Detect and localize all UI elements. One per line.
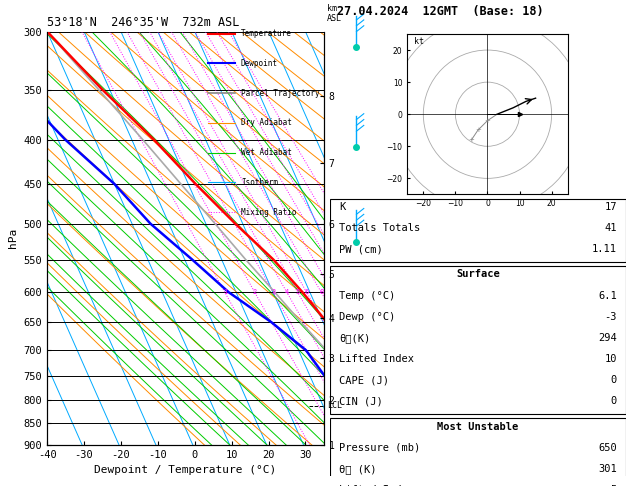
Text: Temp (°C): Temp (°C) [339,291,396,301]
Bar [330,266,626,414]
Bar [330,418,626,486]
Text: 41: 41 [604,223,617,233]
Text: kt: kt [414,36,424,46]
Text: 5: 5 [296,289,300,295]
Bar [330,199,626,262]
Text: +: + [484,118,491,123]
Text: Lifted Index: Lifted Index [339,354,414,364]
Text: Pressure (mb): Pressure (mb) [339,443,420,453]
Text: θᴇ (K): θᴇ (K) [339,464,377,474]
Text: PW (cm): PW (cm) [339,244,383,254]
Text: Dewpoint: Dewpoint [241,59,278,68]
Text: 1: 1 [223,289,227,295]
Text: 6: 6 [304,289,309,295]
Text: Most Unstable: Most Unstable [437,422,519,432]
Text: Surface: Surface [456,269,500,279]
Y-axis label: hPa: hPa [8,228,18,248]
Text: Temperature: Temperature [241,29,292,38]
Text: 650: 650 [598,443,617,453]
Text: 4: 4 [285,289,289,295]
Text: 6.1: 6.1 [598,291,617,301]
Text: +: + [475,127,481,133]
Text: 0: 0 [611,375,617,385]
Text: 27.04.2024  12GMT  (Base: 18): 27.04.2024 12GMT (Base: 18) [337,5,543,18]
Text: Mixing Ratio: Mixing Ratio [241,208,296,217]
Text: Lifted Index: Lifted Index [339,485,414,486]
Text: 53°18'N  246°35'W  732m ASL: 53°18'N 246°35'W 732m ASL [47,16,240,29]
Text: Isotherm: Isotherm [241,178,278,187]
Text: 10: 10 [604,354,617,364]
Text: LCL: LCL [326,401,342,411]
Text: -3: -3 [604,312,617,322]
Text: Totals Totals: Totals Totals [339,223,420,233]
Text: 294: 294 [598,333,617,343]
Text: K: K [339,202,345,212]
Text: 17: 17 [604,202,617,212]
Text: 3: 3 [271,289,276,295]
Text: +: + [469,137,474,143]
Text: 1.11: 1.11 [592,244,617,254]
Text: 2: 2 [253,289,257,295]
Text: 8: 8 [319,289,323,295]
Text: Dewp (°C): Dewp (°C) [339,312,396,322]
Text: 5: 5 [611,485,617,486]
Text: km
ASL: km ASL [326,4,342,23]
Text: θᴄ(K): θᴄ(K) [339,333,370,343]
Text: 0: 0 [611,396,617,406]
X-axis label: Dewpoint / Temperature (°C): Dewpoint / Temperature (°C) [94,465,277,475]
Text: Wet Adiabat: Wet Adiabat [241,148,292,157]
Text: Parcel Trajectory: Parcel Trajectory [241,88,320,98]
Text: CAPE (J): CAPE (J) [339,375,389,385]
Text: 301: 301 [598,464,617,474]
Text: Dry Adiabat: Dry Adiabat [241,119,292,127]
Text: CIN (J): CIN (J) [339,396,383,406]
